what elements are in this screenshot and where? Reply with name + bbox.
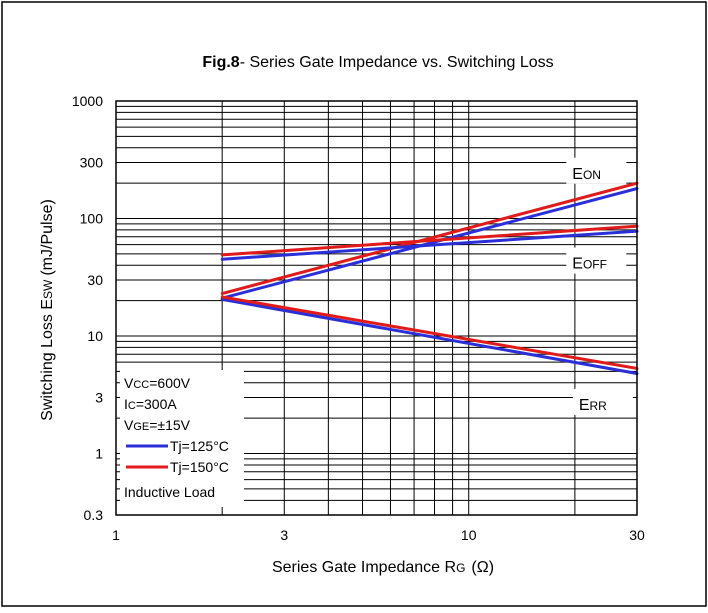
curve-eoff-series-0 [220,229,639,261]
annotation-err-sub: RR [589,399,607,413]
y-axis-label-main: Switching Loss E [39,299,56,421]
annotation-err-main: E [579,397,590,414]
legend-condition-main: I [124,396,128,412]
y-tick-labels: 0.3 1 3 10 30 100 300 1000 [72,93,103,523]
annotation-eon-sub: ON [583,168,601,182]
curve-eon-series-1 [220,181,639,296]
y-tick-label: 3 [95,389,103,405]
legend-condition: VCC=600V [124,375,191,391]
y-axis-label-unit: (mJ/Pulse) [39,199,56,275]
legend-condition-main: V [124,417,134,433]
curve-err-series-0 [220,297,639,375]
legend-footer: Inductive Load [124,484,215,500]
plot-area-border [115,100,638,516]
annotation-bg-err [572,388,633,415]
y-tick-label: 0.3 [84,507,104,523]
y-tick-label: 100 [80,211,104,227]
legend-entry-series-1: Tj=150°C [170,459,229,475]
x-axis-label: Series Gate Impedance RG (Ω) [272,559,494,576]
chart-title: Fig.8- Series Gate Impedance vs. Switchi… [202,54,553,71]
annotation-eoff-main: E [572,256,583,273]
legend-condition: VGE=±15V [124,417,191,433]
chart-title-text: - Series Gate Impedance vs. Switching Lo… [240,54,554,71]
x-tick-label: 10 [461,527,477,543]
legend-condition-sub: GE [133,421,149,433]
y-tick-label: 30 [87,272,103,288]
legend-condition-sub: C [128,400,136,412]
legend-condition-main: V [124,375,134,391]
annotation-eon-main: E [572,166,583,183]
x-tick-label: 1 [112,527,120,543]
legend-condition-value: =600V [149,375,191,391]
x-axis-label-unit: (Ω) [471,559,494,576]
x-axis-label-sub: G [456,561,465,575]
y-axis-label-sub: SW [41,279,55,299]
y-tick-label: 10 [87,328,103,344]
annotation-eoff-sub: OFF [583,258,607,272]
chart-title-fig: Fig.8 [202,54,239,71]
x-axis-label-main: Series Gate Impedance R [272,559,456,576]
legend-condition-value: =±15V [149,417,190,433]
y-tick-label: 1 [95,446,103,462]
x-tick-label: 30 [629,527,645,543]
data-curves [220,181,639,375]
annotation-bg-eoff [566,247,627,274]
legend-entry-series-0: Tj=125°C [170,438,229,454]
curve-eoff-series-1 [220,224,639,257]
legend-condition-sub: CC [133,379,149,391]
annotation-err: ERR [579,397,607,414]
y-axis-label: Switching Loss ESW (mJ/Pulse) [39,199,56,421]
y-tick-label: 300 [80,154,104,170]
x-tick-label: 3 [280,527,288,543]
annotation-eoff: EOFF [572,256,607,273]
curve-eon-series-0 [220,187,639,300]
legend: VCC=600VIC=300AVGE=±15VTj=125°CTj=150°CI… [124,375,229,500]
legend-condition: IC=300A [124,396,177,412]
annotation-eon: EON [572,166,601,183]
curve-err-series-1 [220,295,639,370]
legend-box [120,370,244,507]
legend-condition-value: =300A [136,396,178,412]
annotation-bg-eon [566,157,627,184]
x-tick-labels: 1 3 10 30 [112,527,645,543]
y-tick-label: 1000 [72,93,103,109]
